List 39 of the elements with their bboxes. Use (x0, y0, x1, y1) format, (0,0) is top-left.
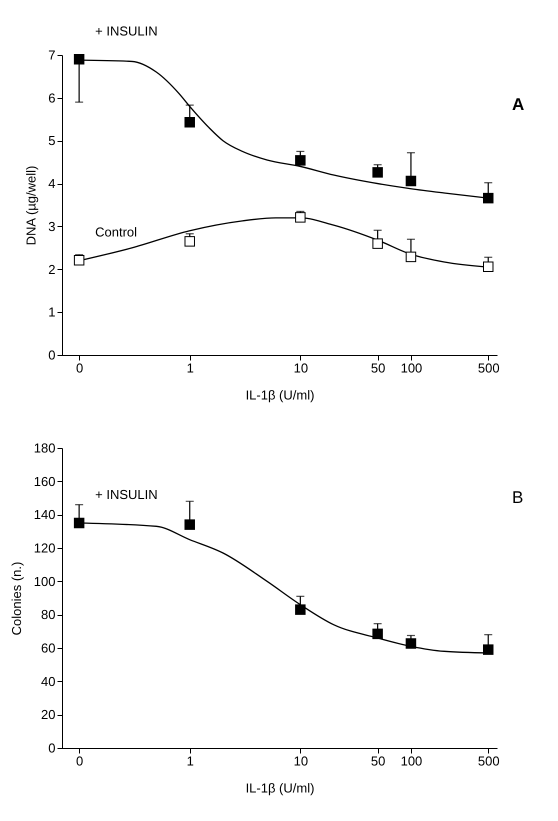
x-tick-label: 100 (400, 360, 422, 376)
y-tick-label: 120 (34, 540, 56, 556)
x-axis-title: IL-1β (U/ml) (246, 780, 314, 796)
y-tick-label: 7 (48, 48, 56, 62)
text: A (512, 95, 524, 114)
x-tick-label: 50 (370, 360, 386, 376)
y-tick-label: 2 (48, 262, 56, 277)
y-tick-label: 0 (48, 740, 56, 756)
x-tick-label: 1 (186, 360, 194, 376)
y-tick-label: 1 (48, 304, 56, 320)
x-tick-label: 10 (294, 754, 308, 768)
x-tick-label: 500 (478, 754, 500, 768)
y-tick-label: 5 (48, 133, 56, 148)
series-label: + INSULIN (95, 23, 158, 38)
y-tick-label: 140 (34, 507, 56, 522)
text: B (512, 488, 524, 507)
y-tick-label: 4 (48, 176, 56, 192)
y-tick-label: 0 (48, 348, 56, 362)
x-tick-label: 50 (370, 754, 386, 768)
y-tick-label: 20 (41, 707, 56, 722)
y-axis-title: Colonies (n.) (8, 562, 24, 636)
y-tick-label: 40 (41, 674, 56, 689)
y-axis-title: DNA (µg/well) (23, 166, 38, 246)
y-tick-label: 160 (34, 474, 56, 489)
x-tick-label: 0 (76, 360, 84, 376)
x-tick-label: 1 (186, 754, 194, 768)
y-tick-label: 80 (41, 607, 56, 622)
series-label: Control (95, 224, 138, 240)
x-axis-title: IL-1β (U/ml) (246, 388, 314, 402)
y-tick-label: 100 (34, 574, 56, 589)
x-tick-label: 500 (478, 360, 500, 376)
x-tick-label: 10 (294, 360, 308, 376)
y-tick-label: 60 (41, 640, 56, 656)
x-tick-label: 0 (76, 754, 84, 768)
y-tick-label: 3 (48, 218, 56, 234)
series-label: + INSULIN (95, 487, 158, 502)
y-tick-label: 6 (48, 90, 56, 106)
y-tick-label: 180 (34, 440, 56, 456)
x-tick-label: 100 (400, 754, 422, 768)
